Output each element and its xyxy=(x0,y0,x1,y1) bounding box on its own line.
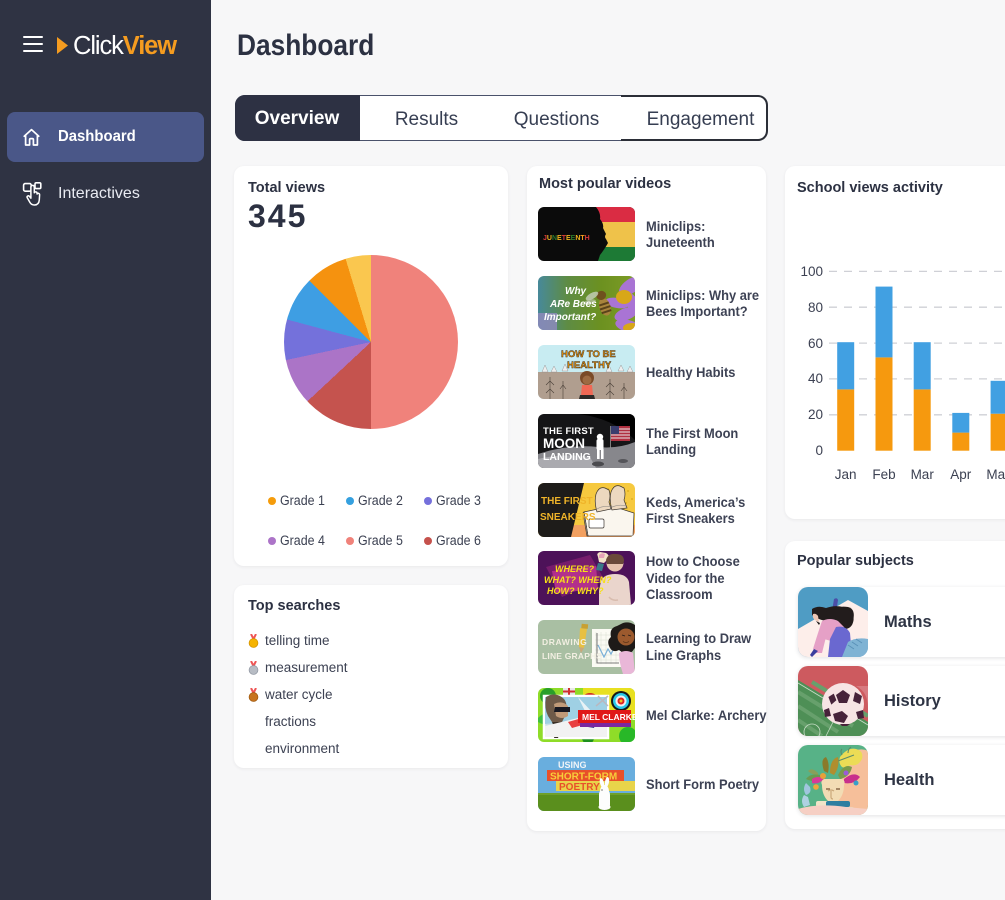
svg-text:20: 20 xyxy=(808,407,823,422)
svg-text:WHAT? WHEN?: WHAT? WHEN? xyxy=(544,575,612,585)
svg-text:Feb: Feb xyxy=(872,467,895,482)
svg-text:Important?: Important? xyxy=(544,312,596,323)
svg-text:HEALTHY: HEALTHY xyxy=(567,360,612,371)
svg-text:HOW? WHY?: HOW? WHY? xyxy=(547,586,604,596)
svg-text:May: May xyxy=(986,467,1005,482)
svg-text:MEL CLARKE: MEL CLARKE xyxy=(582,712,635,722)
svg-text:THE FIRST: THE FIRST xyxy=(541,496,593,507)
svg-text:Mar: Mar xyxy=(911,467,935,482)
svg-text:ClickView: ClickView xyxy=(73,32,177,60)
svg-text:Why: Why xyxy=(565,286,587,297)
svg-text:HOW TO BE: HOW TO BE xyxy=(561,349,616,360)
svg-text:SHORT-FORM: SHORT-FORM xyxy=(550,772,617,783)
svg-text:100: 100 xyxy=(800,264,823,279)
svg-text:Jan: Jan xyxy=(835,467,857,482)
svg-text:Apr: Apr xyxy=(950,467,972,482)
svg-text:0: 0 xyxy=(815,443,823,458)
svg-text:LANDING: LANDING xyxy=(543,451,591,463)
svg-text:SNEAKERS: SNEAKERS xyxy=(540,512,596,523)
svg-text:THE FIRST: THE FIRST xyxy=(543,426,594,437)
svg-text:DRAWING: DRAWING xyxy=(542,637,587,647)
svg-text:40: 40 xyxy=(808,371,823,386)
svg-text:ARe Bees: ARe Bees xyxy=(549,299,597,310)
svg-text:MOON: MOON xyxy=(543,436,585,451)
svg-text:JUNETEENTH: JUNETEENTH xyxy=(543,235,590,242)
svg-text:WHERE?: WHERE? xyxy=(555,564,594,574)
svg-text:POETRY: POETRY xyxy=(559,782,600,793)
svg-text:LINE GRAPHS: LINE GRAPHS xyxy=(542,651,602,661)
svg-text:USING: USING xyxy=(558,760,587,770)
svg-text:80: 80 xyxy=(808,300,823,315)
svg-text:60: 60 xyxy=(808,336,823,351)
